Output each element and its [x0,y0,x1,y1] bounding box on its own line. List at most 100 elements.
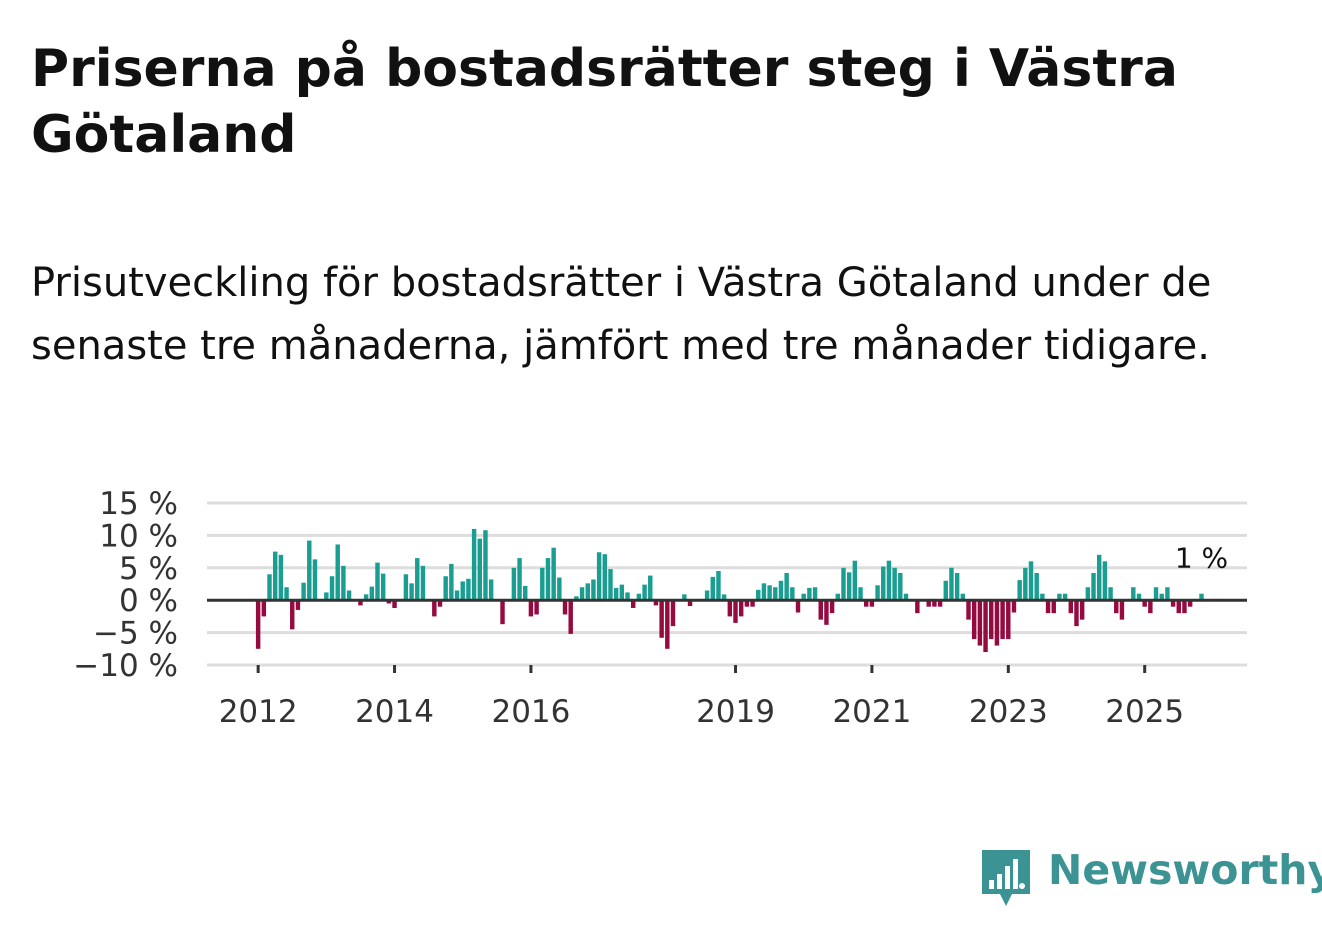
bar [733,600,738,623]
bar [619,584,625,601]
bar [682,594,687,601]
bar [932,600,937,607]
bar [852,560,858,601]
bar [409,583,414,601]
y-tick-label: 15 % [99,486,178,522]
bar [756,589,761,601]
bar [1079,600,1085,620]
bar [545,558,551,601]
bar [744,600,750,607]
newsworthy-logo-text[interactable]: Newsworthy [1048,846,1322,894]
y-tick-label: 10 % [99,518,178,554]
bar [1182,600,1187,614]
bar [1062,593,1068,601]
bar [1153,587,1159,601]
bar [540,567,545,601]
bar [386,600,392,604]
y-tick-label: 0 % [119,583,178,619]
y-tick-label: 5 % [119,551,178,587]
bar [761,583,767,601]
bar [790,587,795,601]
bar [750,600,755,607]
bar [460,581,465,601]
bar [591,579,596,601]
bar [1011,600,1017,613]
bar [704,590,710,601]
bar [653,600,659,606]
bar [562,600,568,615]
bar [721,594,727,601]
bar [648,575,653,601]
bar [602,554,608,601]
bar [898,572,903,601]
bar [1108,587,1113,601]
bar [392,600,397,608]
bar [807,587,812,601]
bar [829,600,835,614]
bar [915,600,920,614]
x-tick-label: 2014 [355,694,434,730]
bar [630,600,636,608]
bar [568,600,573,634]
bar [1017,580,1022,601]
bar [579,587,585,601]
bar [687,600,693,607]
bar [375,562,380,601]
bar [307,540,312,601]
bar [636,593,642,601]
bar [835,593,841,601]
bar [466,578,471,601]
y-tick-label: −5 % [93,616,178,652]
bar [1051,600,1056,614]
bar [1165,587,1170,601]
bar [511,567,517,601]
bars [255,528,1204,653]
newsworthy-logo-icon [982,850,1030,906]
y-axis-labels: 15 %10 %5 %0 %−5 %−10 % [73,486,178,684]
bar [1040,593,1045,601]
bar [1102,561,1108,601]
bar [795,600,801,613]
bar [1034,572,1039,601]
bar [869,600,875,607]
bar [272,551,278,601]
bar [960,593,966,601]
bar [358,600,363,606]
bar [613,587,619,601]
bar [261,600,267,617]
bar [841,567,846,601]
bar [1028,561,1034,601]
bar [1170,600,1176,607]
bar [1176,600,1181,614]
bar [1159,593,1164,601]
bar [863,600,869,607]
bar [420,565,426,601]
bar [1023,567,1028,601]
bar [881,566,886,601]
bar [892,567,897,601]
bar [585,583,590,601]
grid-lines [207,501,1247,667]
bar [477,538,482,601]
bar [812,587,818,601]
bar [255,600,261,649]
chart-title: Priserna på bostadsrätter steg i Västra … [31,39,1178,165]
x-tick-label: 2012 [219,694,298,730]
bar [642,584,647,601]
bar [1199,593,1204,601]
bar [949,567,954,601]
bar [403,574,409,601]
bar [267,574,272,601]
bar-chart: 15 %10 %5 %0 %−5 %−10 % 2012 2014 2016 2019… [73,486,1247,730]
bar [886,560,892,601]
bar [971,600,977,640]
x-tick-label: 2016 [491,694,570,730]
bar [1136,593,1142,601]
bar [295,600,301,610]
bar [858,587,863,601]
bar [937,600,943,607]
bar [1142,600,1147,607]
bar [523,585,528,601]
bar [312,559,318,601]
bar [659,600,664,638]
